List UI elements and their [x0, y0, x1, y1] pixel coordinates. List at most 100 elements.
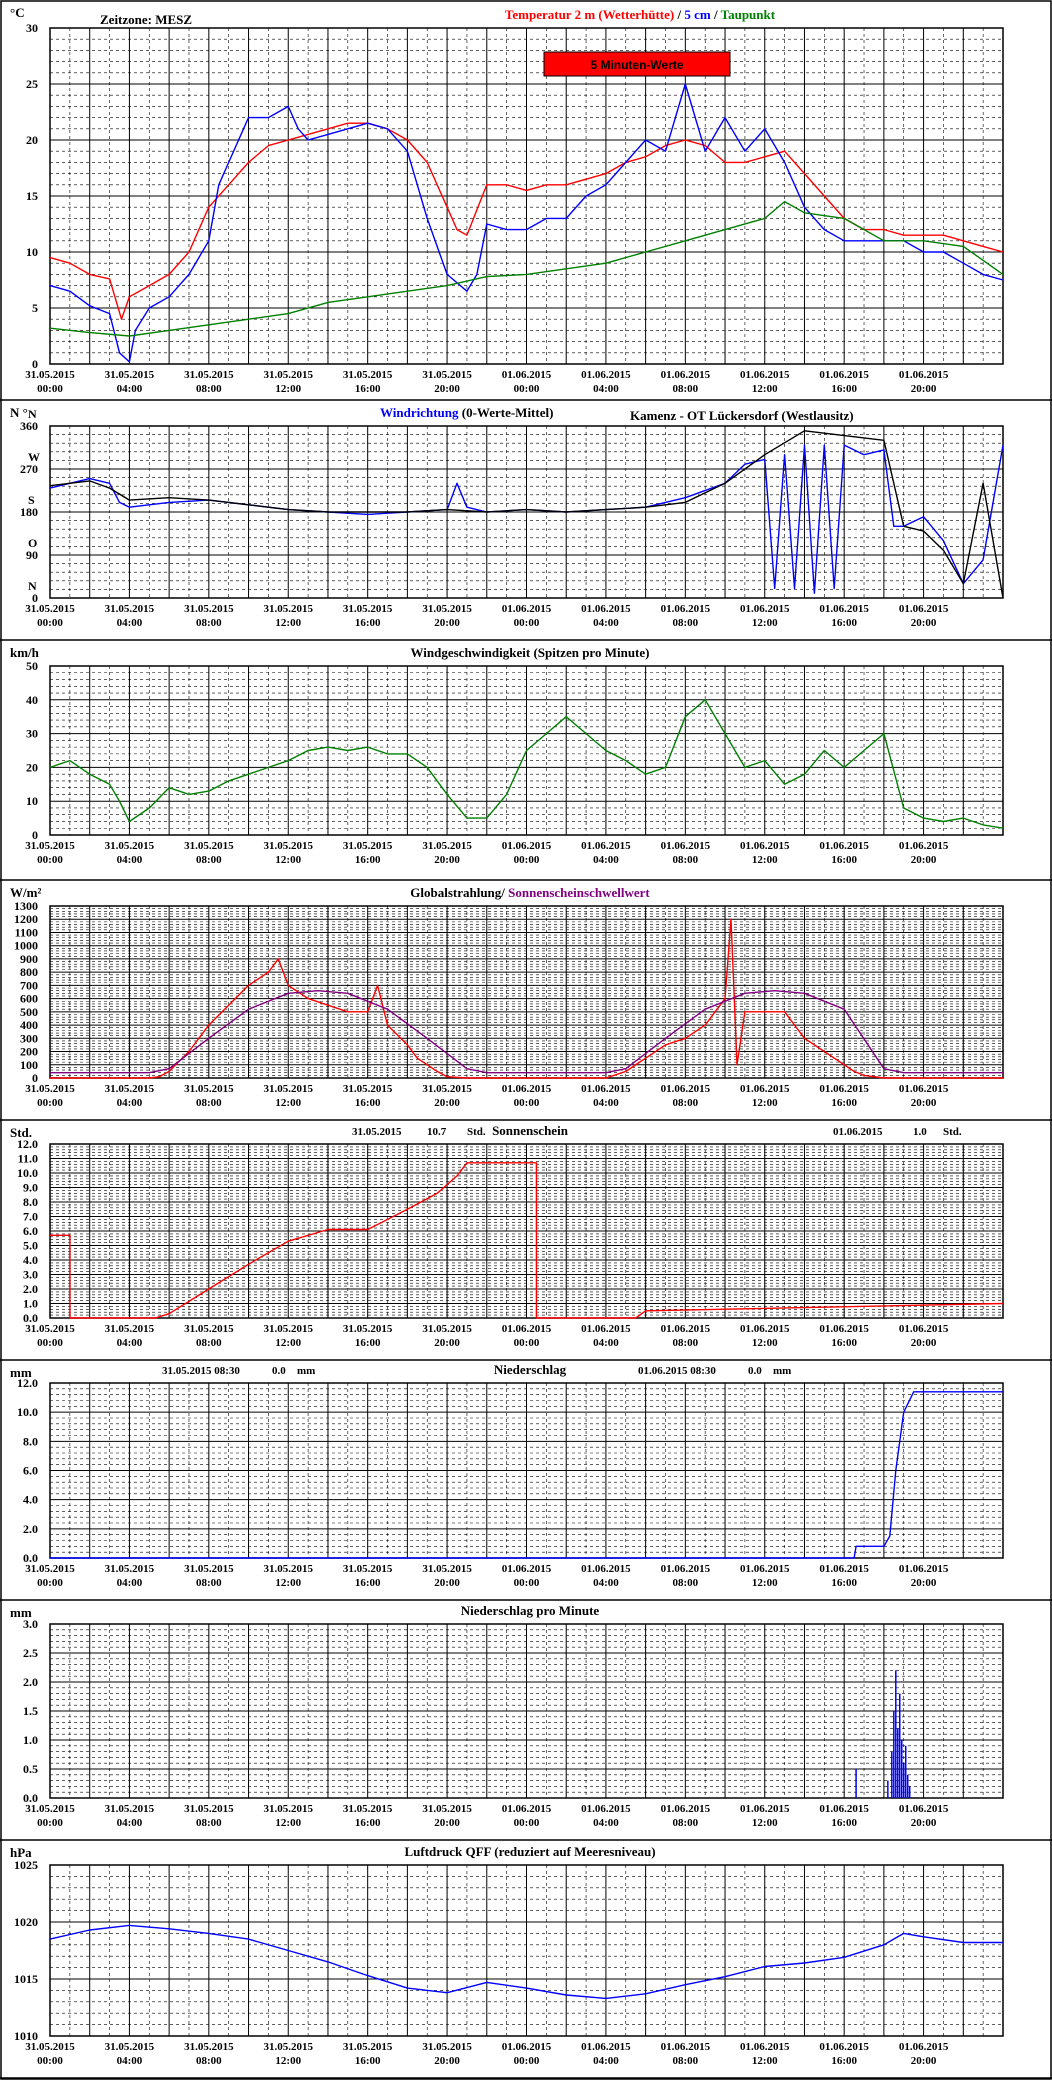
- x-tick-time: 00:00: [514, 1097, 540, 1109]
- x-tick-date: 31.05.2015: [264, 2041, 314, 2053]
- y-tick-label: 700: [20, 978, 38, 992]
- y-tick-label: 300: [20, 1031, 38, 1045]
- x-tick-date: 01.06.2015: [819, 603, 869, 615]
- y-tick-label: 1025: [14, 1858, 38, 1872]
- plot-frame: [49, 665, 1004, 836]
- x-tick-date: 01.06.2015: [819, 1083, 869, 1095]
- series-line: [49, 430, 1004, 599]
- y-tick-label: 180: [20, 505, 38, 519]
- y-tick-label: 7.0: [23, 1210, 38, 1224]
- x-tick-time: 12:00: [752, 1097, 778, 1109]
- x-tick-date: 31.05.2015: [184, 2041, 234, 2053]
- x-tick-time: 04:00: [117, 2055, 143, 2067]
- y-tick-label: 30: [26, 21, 38, 35]
- y-tick-label: 1200: [14, 912, 38, 926]
- x-tick-date: 01.06.2015: [740, 2041, 790, 2053]
- sum-value: 0.0: [748, 1365, 762, 1377]
- x-tick-time: 12:00: [752, 1337, 778, 1349]
- y-tick-label: 0.0: [23, 1311, 38, 1325]
- chart-title: Windgeschwindigkeit (Spitzen pro Minute): [411, 645, 650, 660]
- y-tick-label: 10.0: [17, 1405, 38, 1419]
- x-tick-time: 08:00: [196, 1097, 222, 1109]
- compass-label: N: [28, 407, 37, 421]
- unit-label: Std.: [10, 1125, 32, 1140]
- x-tick-date: 01.06.2015: [740, 603, 790, 615]
- x-tick-date: 31.05.2015: [422, 1083, 472, 1095]
- x-tick-date: 01.06.2015: [899, 1323, 949, 1335]
- x-tick-date: 31.05.2015: [264, 1563, 314, 1575]
- title-segment: Sonnenscheinschwellwert: [505, 885, 650, 900]
- y-tick-label: 900: [20, 952, 38, 966]
- series-line: [50, 918, 1003, 1079]
- y-tick-label: 1000: [14, 939, 38, 953]
- x-tick-time: 16:00: [355, 1097, 381, 1109]
- x-tick-date: 31.05.2015: [264, 1083, 314, 1095]
- title-segment: Taupunkt: [721, 7, 776, 22]
- x-tick-time: 08:00: [196, 383, 222, 395]
- x-tick-time: 20:00: [911, 2055, 937, 2067]
- x-tick-time: 00:00: [514, 1817, 540, 1829]
- x-tick-date: 31.05.2015: [343, 1563, 393, 1575]
- x-tick-time: 16:00: [355, 854, 381, 866]
- x-tick-date: 01.06.2015: [740, 369, 790, 381]
- x-tick-time: 12:00: [275, 1337, 301, 1349]
- x-tick-date: 31.05.2015: [343, 1323, 393, 1335]
- x-tick-date: 01.06.2015: [819, 2041, 869, 2053]
- sum-unit: Std.: [943, 1126, 962, 1138]
- series-line: [50, 1391, 1003, 1559]
- x-tick-time: 08:00: [672, 383, 698, 395]
- y-tick-label: 1.0: [23, 1297, 38, 1311]
- x-tick-date: 31.05.2015: [343, 1083, 393, 1095]
- x-tick-time: 12:00: [752, 383, 778, 395]
- chart-title: Luftdruck QFF (reduziert auf Meeresnivea…: [404, 1844, 655, 1859]
- x-tick-time: 04:00: [593, 617, 619, 629]
- sum-value: 1.0: [913, 1126, 927, 1138]
- x-tick-date: 01.06.2015: [899, 1803, 949, 1815]
- chart-title: Niederschlag: [494, 1362, 567, 1377]
- x-tick-date: 31.05.2015: [25, 1323, 75, 1335]
- x-tick-date: 31.05.2015: [264, 603, 314, 615]
- x-tick-date: 31.05.2015: [264, 840, 314, 852]
- x-tick-time: 20:00: [434, 1097, 460, 1109]
- x-tick-date: 01.06.2015: [899, 369, 949, 381]
- x-tick-time: 16:00: [831, 1817, 857, 1829]
- y-tick-label: 3.0: [23, 1617, 38, 1631]
- x-tick-time: 04:00: [117, 383, 143, 395]
- x-tick-time: 00:00: [37, 1337, 63, 1349]
- x-tick-time: 08:00: [672, 854, 698, 866]
- y-tick-label: 1020: [14, 1915, 38, 1929]
- x-tick-date: 31.05.2015: [422, 1803, 472, 1815]
- unit-label: W/m²: [10, 885, 41, 900]
- x-tick-date: 31.05.2015: [105, 369, 155, 381]
- x-tick-date: 31.05.2015: [105, 840, 155, 852]
- sum-unit: mm: [773, 1365, 791, 1377]
- y-tick-label: 0: [32, 591, 38, 605]
- x-tick-date: 01.06.2015: [899, 840, 949, 852]
- x-tick-time: 04:00: [117, 1817, 143, 1829]
- title-segment: Windgeschwindigkeit (Spitzen pro Minute): [411, 645, 650, 660]
- y-tick-label: 5: [32, 301, 38, 315]
- y-tick-label: 25: [26, 77, 38, 91]
- x-tick-time: 08:00: [672, 1337, 698, 1349]
- sum-date: 01.06.2015: [833, 1126, 883, 1138]
- x-tick-time: 20:00: [434, 383, 460, 395]
- title-segment: Windrichtung: [380, 405, 459, 420]
- x-tick-date: 01.06.2015: [740, 1563, 790, 1575]
- x-tick-time: 12:00: [275, 1577, 301, 1589]
- x-tick-time: 12:00: [752, 1577, 778, 1589]
- x-tick-time: 20:00: [434, 1577, 460, 1589]
- x-tick-date: 31.05.2015: [105, 1323, 155, 1335]
- x-tick-time: 20:00: [434, 1337, 460, 1349]
- station-label: Kamenz - OT Lückersdorf (Westlausitz): [630, 408, 854, 423]
- x-tick-time: 04:00: [593, 854, 619, 866]
- x-tick-date: 31.05.2015: [343, 603, 393, 615]
- x-tick-time: 12:00: [275, 2055, 301, 2067]
- interval-badge: [543, 51, 731, 77]
- x-tick-date: 01.06.2015: [502, 1563, 552, 1575]
- title-segment: /: [674, 7, 684, 22]
- plot-frame: [49, 425, 1004, 599]
- x-tick-date: 31.05.2015: [25, 1083, 75, 1095]
- chart-sunshine: 0.01.02.03.04.05.06.07.08.09.010.011.012…: [10, 1123, 1004, 1349]
